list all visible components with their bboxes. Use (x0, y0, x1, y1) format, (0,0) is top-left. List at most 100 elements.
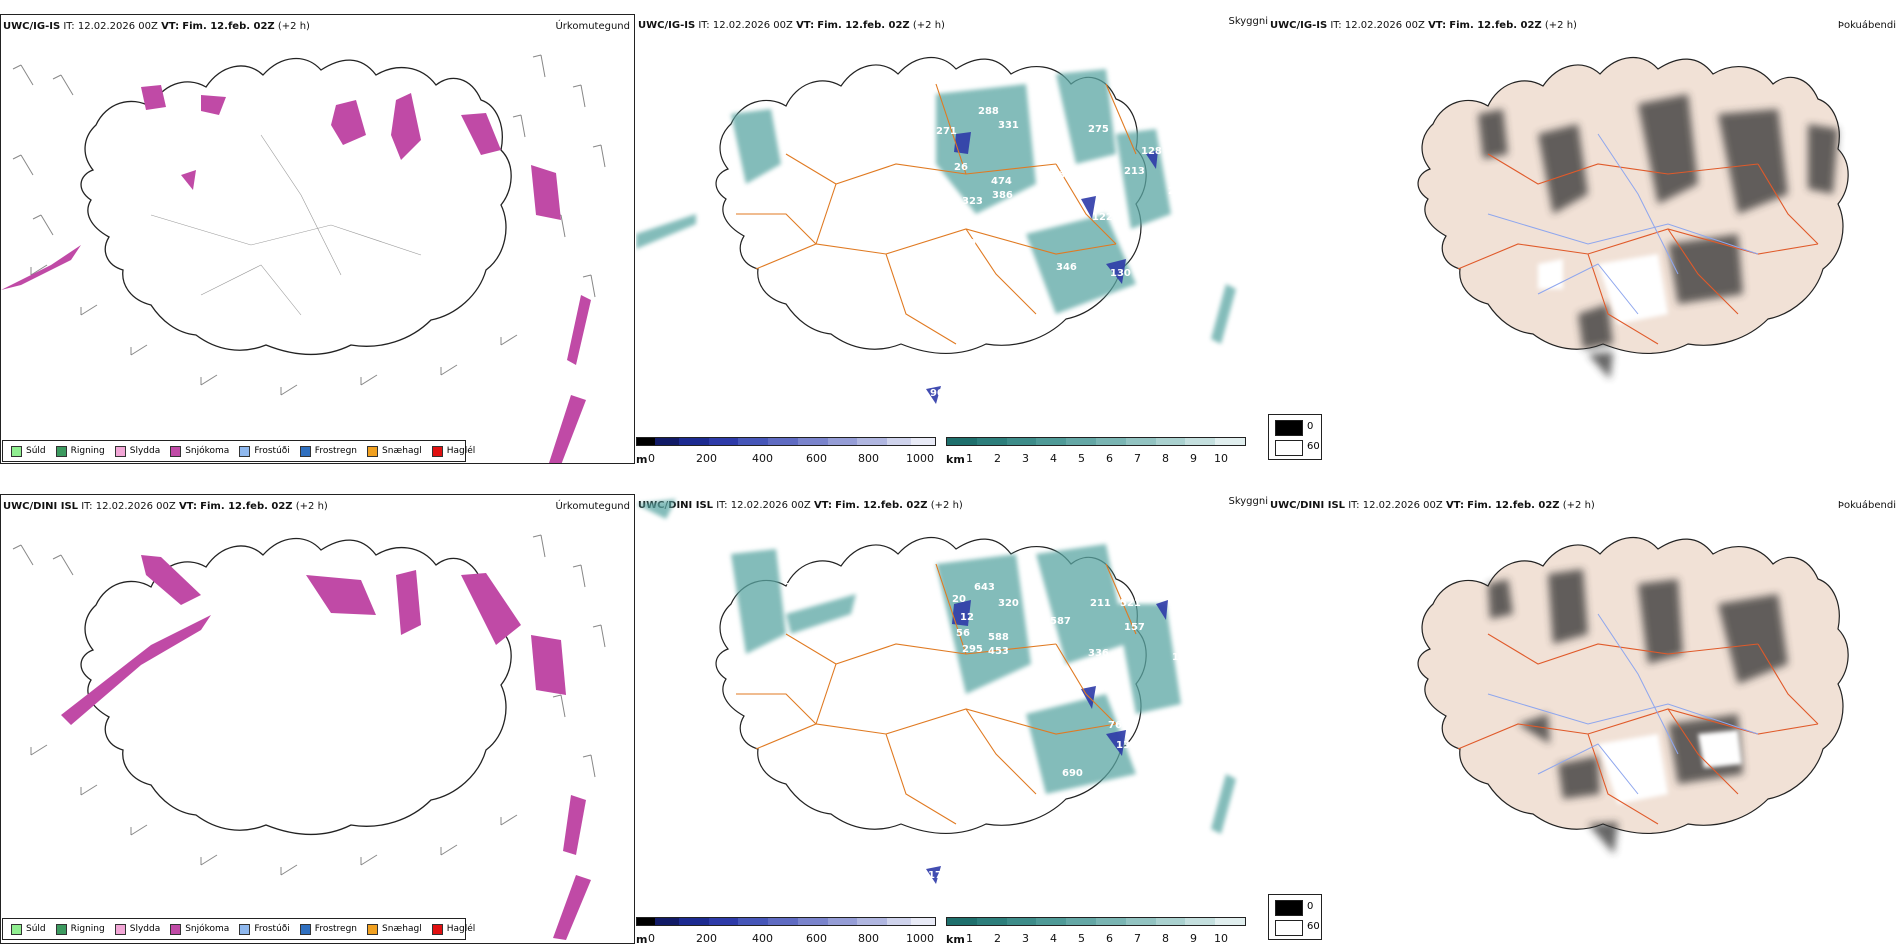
low-visibility-areas (636, 499, 1236, 834)
legend-item: Frostúði (239, 923, 290, 935)
panel-header: UWC/IG-IS IT: 12.02.2026 00Z VT: Fim. 12… (3, 21, 310, 32)
colorbar-tick: 2 (994, 452, 1001, 465)
map-label: 213 (1124, 166, 1145, 177)
map-label: 26 (954, 162, 968, 173)
colorbar-unit: km (946, 933, 965, 946)
map-label: 189 (1172, 652, 1193, 663)
panel-title: Þokuábendi (1837, 20, 1896, 31)
panel-header: UWC/DINI ISL IT: 12.02.2026 00Z VT: Fim.… (1270, 500, 1595, 511)
legend-swatch (239, 923, 251, 935)
colorbar-tick: 1000 (906, 452, 934, 465)
map-label: 521 (1120, 598, 1141, 609)
legend-label: 0 (1307, 421, 1314, 432)
map-label: 28 (784, 582, 798, 593)
map-label: 346 (1056, 262, 1077, 273)
legend-label: 0 (1307, 901, 1314, 912)
map-label: 65 (956, 716, 970, 727)
panel-title: Þokuábendi (1837, 500, 1896, 511)
legend-swatch (1275, 920, 1303, 936)
colorbar-tick: 4 (1050, 452, 1057, 465)
snow-areas (1, 85, 591, 463)
map-label: 271 (936, 126, 957, 137)
legend-swatch (55, 445, 67, 457)
legend-swatch (299, 923, 311, 935)
colorbar-cells (946, 437, 1246, 446)
map-label: 320 (998, 598, 1019, 609)
map-label: 297 (1096, 196, 1117, 207)
colorbar-tick: 2 (994, 932, 1001, 945)
panel-title: Úrkomutegund (555, 21, 630, 32)
visibility-panel-top: UWC/IG-IS IT: 12.02.2026 00Z VT: Fim. 12… (636, 14, 1268, 464)
legend-swatch (239, 445, 251, 457)
cloud-base-labels: 288 331 275 271 128 474 806 213 276 282 … (930, 106, 1193, 399)
map-label: 90 (930, 388, 944, 399)
panel-header: UWC/DINI ISL IT: 12.02.2026 00Z VT: Fim.… (3, 501, 328, 512)
fog-legend-top: 0 60 (1268, 414, 1322, 460)
colorbar-cells (946, 917, 1246, 926)
legend-swatch (1275, 420, 1303, 436)
legend-item: Haglél (431, 445, 475, 457)
legend-swatch (170, 445, 182, 457)
wind-barbs (12, 534, 606, 876)
map-label: 282 (1168, 186, 1189, 197)
map-label: 17 (928, 870, 942, 881)
colorbar-tick: 6 (1106, 452, 1113, 465)
low-cloud-base-areas (926, 132, 1158, 404)
map-label: 331 (998, 120, 1019, 131)
colorbar-tick: 9 (1190, 932, 1197, 945)
legend-item: Snjókoma (170, 923, 229, 935)
panel-header: UWC/IG-IS IT: 12.02.2026 00Z VT: Fim. 12… (638, 20, 945, 31)
panel-header: UWC/IG-IS IT: 12.02.2026 00Z VT: Fim. 12… (1270, 20, 1577, 31)
legend-swatch (1275, 900, 1303, 916)
visibility-panel-bottom: UWC/DINI ISL IT: 12.02.2026 00Z VT: Fim.… (636, 494, 1268, 944)
snow-areas (61, 555, 591, 940)
legend-item: Haglél (431, 923, 475, 935)
colorbar-tick: 1 (966, 932, 973, 945)
map-label: 386 (992, 190, 1013, 201)
road-network (1457, 153, 1819, 345)
rivers (1487, 613, 1759, 795)
colorbar-tick: 800 (858, 452, 879, 465)
fog-panel-bottom: UWC/DINI ISL IT: 12.02.2026 00Z VT: Fim.… (1268, 494, 1900, 944)
colorbar-tick: 1000 (906, 932, 934, 945)
fog-index-dark-areas (1478, 94, 1838, 379)
fog-index-clear-areas (1538, 254, 1668, 324)
colorbar-cells (636, 437, 936, 446)
colorbar-tick: 10 (1214, 932, 1228, 945)
colorbar-unit: m (636, 453, 648, 466)
colorbar-tick: 7 (1134, 932, 1141, 945)
colorbar-tick: 5 (1078, 932, 1085, 945)
precip-type-panel-bottom: UWC/DINI ISL IT: 12.02.2026 00Z VT: Fim.… (0, 494, 635, 944)
legend-item: Frostregn (299, 923, 357, 935)
colorbar-tick: 600 (806, 452, 827, 465)
map-label: 643 (974, 582, 995, 593)
map-label: 59 (962, 238, 976, 249)
colorbar-tick: 3 (1022, 452, 1029, 465)
colorbar-cells (636, 917, 936, 926)
road-network (736, 563, 1137, 825)
map-label: 453 (988, 646, 1009, 657)
fog-map (1417, 536, 1849, 854)
fog-legend-bottom: 0 60 (1268, 894, 1322, 940)
visibility-colorbar-bottom: km 1 2 3 4 5 6 7 8 9 10 (946, 917, 1246, 946)
map-label: 157 (1124, 622, 1145, 633)
legend-item: Frostúði (239, 445, 290, 457)
map-label: 690 (1062, 768, 1083, 779)
legend-item: Frostregn (299, 445, 357, 457)
map-label: 12 (960, 612, 974, 623)
colorbar-tick: 400 (752, 932, 773, 945)
colorbar-tick: 6 (1106, 932, 1113, 945)
panel-header: UWC/DINI ISL IT: 12.02.2026 00Z VT: Fim.… (638, 500, 963, 511)
colorbar-tick: 400 (752, 452, 773, 465)
legend-swatch (299, 445, 311, 457)
visibility-map: 288 331 275 271 128 474 806 213 276 282 … (636, 56, 1236, 404)
panel-title: Úrkomutegund (555, 501, 630, 512)
map-label: 323 (962, 196, 983, 207)
fog-index-clear-areas (1598, 730, 1742, 804)
low-visibility-areas (636, 69, 1236, 344)
map-label: 56 (956, 628, 970, 639)
iceland-outline (80, 537, 512, 836)
legend-label: 60 (1307, 441, 1320, 452)
map-label: 20 (952, 594, 966, 605)
panel-title: Skyggni (1228, 496, 1268, 507)
